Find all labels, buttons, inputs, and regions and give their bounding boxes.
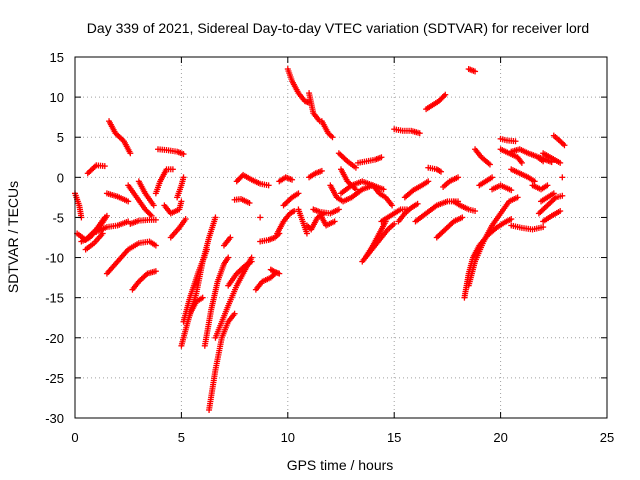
data-point xyxy=(127,150,134,157)
data-point xyxy=(438,168,445,175)
y-tick-label: -30 xyxy=(45,411,64,426)
data-point xyxy=(352,164,359,171)
data-point xyxy=(518,159,525,166)
data-point xyxy=(391,220,398,227)
data-point xyxy=(152,216,159,223)
data-point xyxy=(318,167,325,174)
data-point xyxy=(182,216,189,223)
data-point xyxy=(178,198,185,205)
y-tick-label: 5 xyxy=(57,130,64,145)
data-point xyxy=(352,186,359,193)
data-point xyxy=(561,142,568,149)
data-point xyxy=(459,214,466,221)
data-point xyxy=(442,91,449,98)
data-point xyxy=(152,268,159,275)
data-point xyxy=(303,230,310,237)
data-point xyxy=(550,190,557,197)
x-tick-label: 0 xyxy=(71,430,78,445)
y-tick-label: -20 xyxy=(45,331,64,346)
data-point xyxy=(414,200,421,207)
grid-lines xyxy=(75,57,607,418)
data-point xyxy=(416,130,423,137)
data-point xyxy=(231,310,238,317)
y-tick-label: 15 xyxy=(50,50,64,65)
data-point xyxy=(508,216,515,223)
data-point xyxy=(514,194,521,201)
data-point xyxy=(329,134,336,141)
y-tick-label: 10 xyxy=(50,90,64,105)
data-point xyxy=(248,258,255,265)
y-tick-label: 0 xyxy=(57,170,64,185)
x-tick-label: 15 xyxy=(387,430,401,445)
data-points xyxy=(72,66,568,413)
data-point xyxy=(557,159,564,166)
data-point xyxy=(512,138,519,145)
data-point xyxy=(99,230,106,237)
data-point xyxy=(559,192,566,199)
x-axis-label: GPS time / hours xyxy=(287,457,394,473)
y-tick-label: -5 xyxy=(52,210,64,225)
data-point xyxy=(147,211,154,218)
data-point xyxy=(559,174,566,181)
axis-ticks: 0 5 10 15 20 25 15 10 5 0 -5 -10 -15 -20 -25 -30 xyxy=(45,50,614,445)
y-tick-label: -15 xyxy=(45,291,64,306)
data-point xyxy=(486,161,493,168)
data-point xyxy=(544,182,551,189)
x-tick-label: 25 xyxy=(600,430,614,445)
data-point xyxy=(472,208,479,215)
data-point xyxy=(103,212,110,219)
data-point xyxy=(508,187,515,194)
y-tick-label: -25 xyxy=(45,371,64,386)
data-point xyxy=(472,68,479,75)
data-point xyxy=(557,208,564,215)
y-axis-label: SDTVAR / TECUs xyxy=(5,181,21,293)
data-point xyxy=(203,246,210,253)
data-point xyxy=(295,190,302,197)
data-point xyxy=(212,214,219,221)
data-point xyxy=(335,206,342,213)
y-tick-label: -10 xyxy=(45,251,64,266)
data-point xyxy=(276,270,283,277)
data-point xyxy=(125,198,132,205)
x-tick-label: 20 xyxy=(493,430,507,445)
data-point xyxy=(257,214,264,221)
x-tick-label: 10 xyxy=(281,430,295,445)
data-point xyxy=(489,174,496,181)
data-point xyxy=(169,166,176,173)
data-point xyxy=(540,224,547,231)
data-point xyxy=(101,163,108,170)
data-point xyxy=(180,151,187,158)
data-point xyxy=(180,174,187,181)
data-point xyxy=(455,174,462,181)
x-tick-label: 5 xyxy=(178,430,185,445)
data-point xyxy=(265,182,272,189)
data-point xyxy=(440,92,447,99)
data-point xyxy=(331,218,338,225)
chart-title: Day 339 of 2021, Sidereal Day-to-day VTE… xyxy=(87,20,589,36)
data-point xyxy=(289,176,296,183)
data-point xyxy=(246,200,253,207)
data-point xyxy=(150,202,157,209)
data-point xyxy=(227,234,234,241)
data-point xyxy=(425,178,432,185)
data-point xyxy=(378,154,385,161)
data-point xyxy=(380,186,387,193)
data-point xyxy=(152,242,159,249)
data-point xyxy=(389,202,396,209)
data-point xyxy=(199,294,206,301)
plot-frame xyxy=(74,56,608,419)
data-point xyxy=(225,254,232,261)
